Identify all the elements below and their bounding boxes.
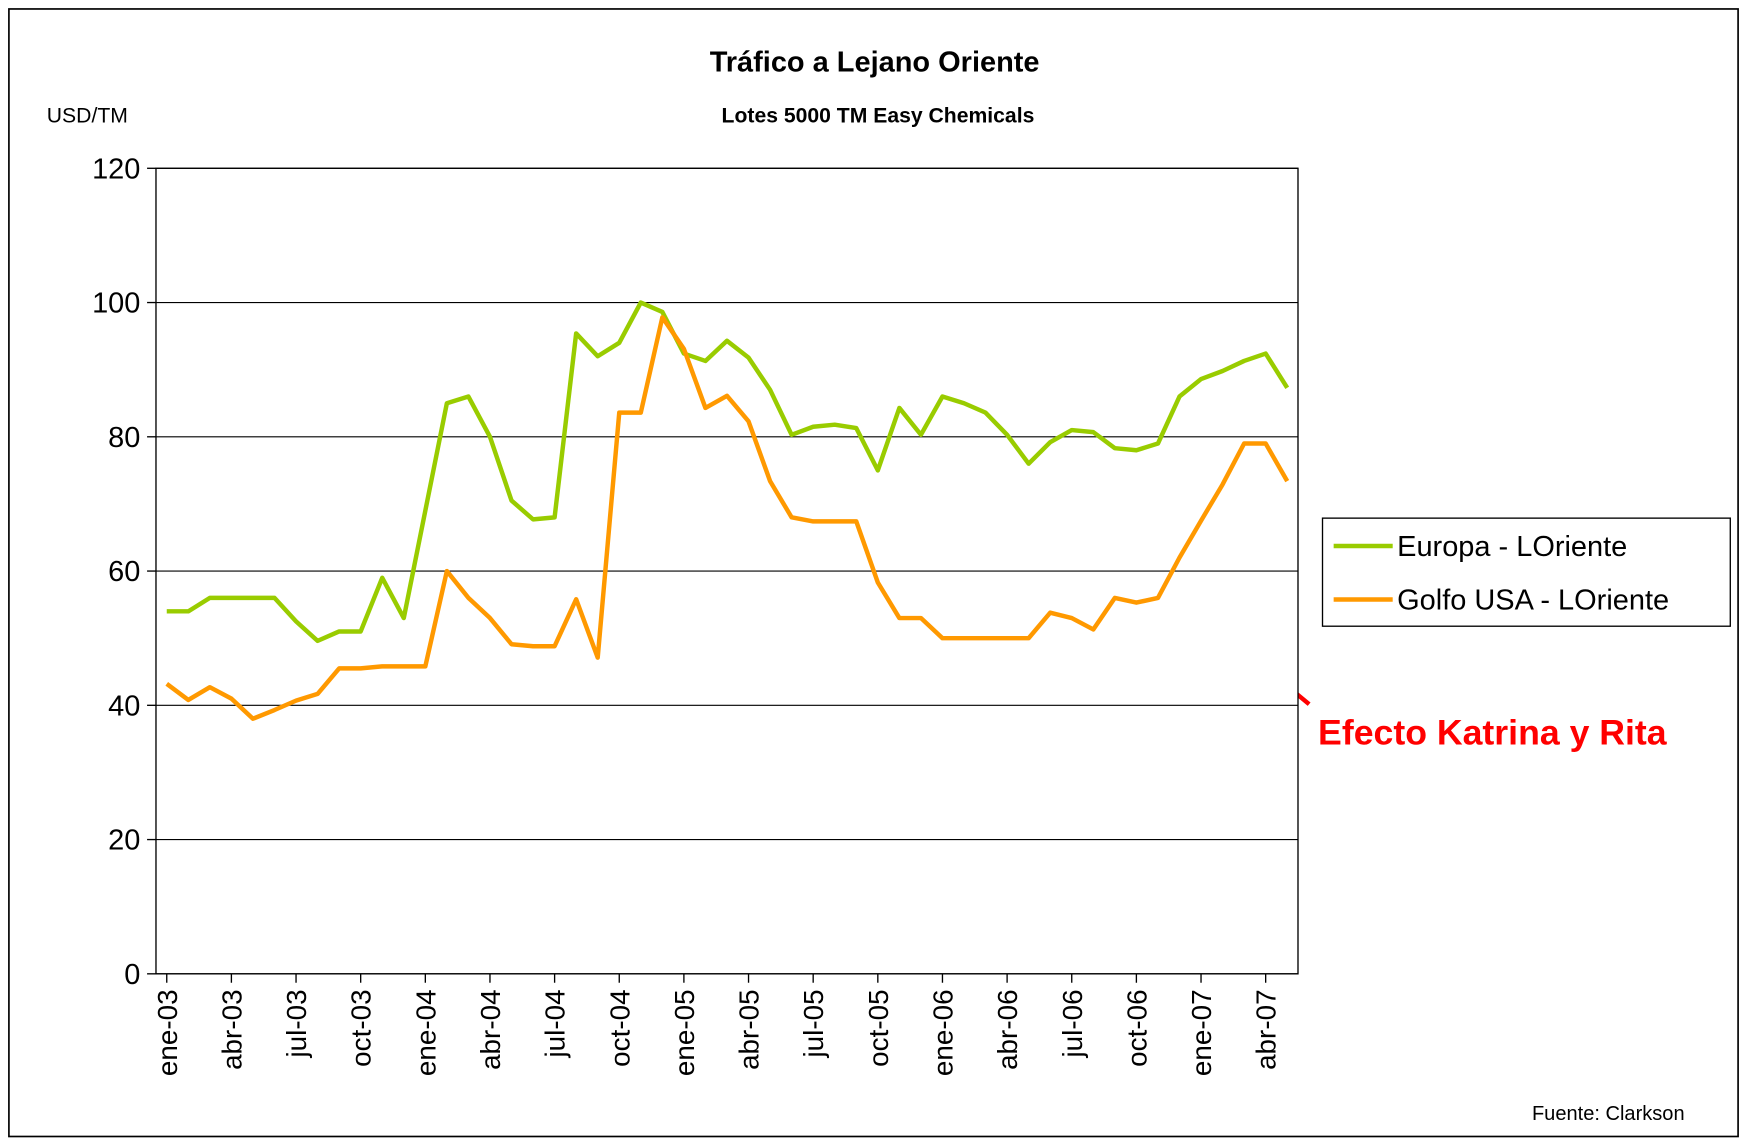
legend-label: Europa - LOriente: [1397, 531, 1627, 563]
y-tick-label: 0: [124, 959, 140, 991]
x-tick-label: abr-06: [992, 989, 1023, 1070]
legend: [1321, 517, 1731, 627]
x-tick-label: ene-04: [410, 989, 441, 1076]
x-tick-label: oct-03: [346, 989, 377, 1066]
y-tick-label: 120: [92, 153, 140, 185]
x-tick-label: oct-06: [1121, 989, 1152, 1066]
x-tick-label: abr-07: [1251, 989, 1282, 1070]
x-tick-label: jul-04: [540, 989, 571, 1058]
x-tick-label: jul-05: [798, 989, 829, 1058]
y-tick-label: 60: [108, 556, 140, 588]
legend-label: Golfo USA - LOriente: [1397, 584, 1669, 616]
x-tick-label: abr-03: [216, 989, 247, 1070]
y-tick-label: 100: [92, 288, 140, 320]
x-tick-label: abr-05: [734, 989, 765, 1070]
x-tick-label: ene-05: [669, 989, 700, 1076]
x-tick-label: jul-06: [1057, 989, 1088, 1058]
x-tick-label: oct-05: [863, 989, 894, 1066]
source-note: Fuente: Clarkson: [1532, 1103, 1685, 1125]
y-axis-label: USD/TM: [47, 105, 128, 128]
y-tick-label: 80: [108, 422, 140, 454]
chart-title: Tráfico a Lejano Oriente: [710, 46, 1040, 78]
x-tick-label: jul-03: [281, 989, 312, 1058]
chart-subtitle: Lotes 5000 TM Easy Chemicals: [722, 105, 1035, 128]
x-tick-label: ene-07: [1186, 989, 1217, 1076]
y-tick-label: 40: [108, 690, 140, 722]
annotation-text: Efecto Katrina y Rita: [1318, 712, 1668, 752]
y-tick-label: 20: [108, 825, 140, 857]
x-tick-label: ene-06: [927, 989, 958, 1076]
series-line: [166, 300, 1290, 644]
series-line: [165, 315, 1290, 721]
x-tick-label: oct-04: [604, 989, 635, 1066]
x-tick-label: abr-04: [475, 989, 506, 1070]
x-tick-label: ene-03: [152, 989, 183, 1076]
